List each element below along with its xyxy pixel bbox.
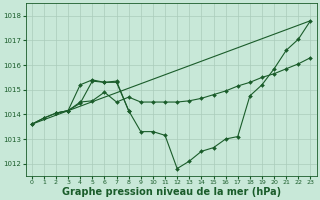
X-axis label: Graphe pression niveau de la mer (hPa): Graphe pression niveau de la mer (hPa) bbox=[61, 187, 281, 197]
